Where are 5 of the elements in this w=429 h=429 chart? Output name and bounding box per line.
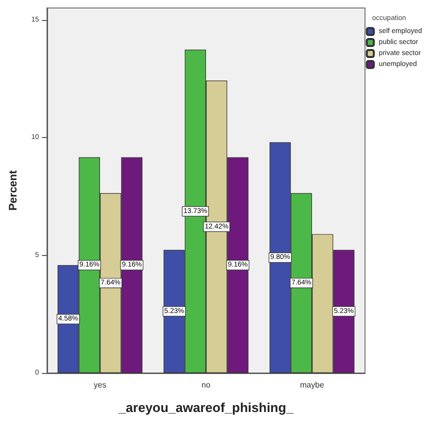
x-tick-label: no xyxy=(202,380,211,390)
x-axis-title: _areyou_awareof_phishing_ xyxy=(118,400,294,415)
y-axis-title: Percent xyxy=(8,170,20,211)
x-tick-label: yes xyxy=(94,380,106,390)
x-tick-label: maybe xyxy=(300,380,325,390)
